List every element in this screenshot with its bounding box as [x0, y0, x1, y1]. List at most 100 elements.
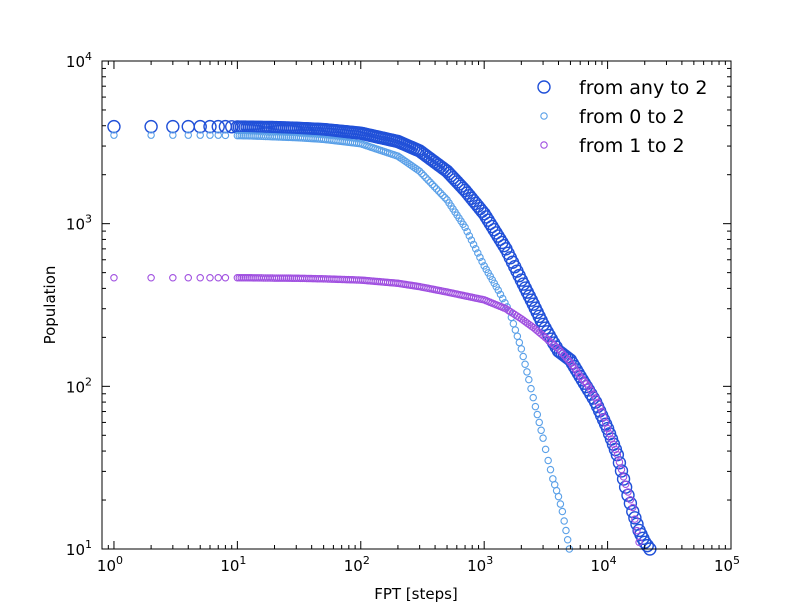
- data-point: [523, 368, 531, 376]
- data-point: [562, 354, 571, 362]
- data-point: [552, 343, 561, 351]
- data-point: [584, 382, 593, 391]
- data-point: [591, 394, 600, 402]
- data-point: [196, 274, 204, 282]
- data-point: [535, 418, 543, 427]
- data-point: [214, 131, 223, 139]
- data-point: [147, 274, 155, 282]
- data-point: [617, 465, 626, 474]
- data-point: [517, 345, 526, 353]
- data-point: [430, 182, 439, 191]
- legend: from any to 2 from 0 to 2 from 1 to 2: [537, 77, 707, 157]
- legend-label: from any to 2: [579, 77, 707, 99]
- x-tick-label: 100: [97, 554, 123, 575]
- data-point: [629, 503, 637, 512]
- data-point: [465, 232, 474, 240]
- data-point: [441, 193, 449, 202]
- data-point: [221, 131, 230, 140]
- data-point: [541, 333, 550, 342]
- data-point: [546, 465, 555, 474]
- data-point: [110, 131, 118, 139]
- x-tick-label: 102: [344, 554, 370, 575]
- data-point: [519, 352, 527, 361]
- legend-label: from 1 to 2: [579, 135, 685, 157]
- data-point: [432, 185, 441, 193]
- data-point: [426, 178, 434, 187]
- data-point: [463, 227, 471, 236]
- data-point: [596, 403, 604, 411]
- data-point: [196, 131, 204, 139]
- data-point: [211, 119, 225, 134]
- data-point: [624, 488, 632, 496]
- data-point: [496, 290, 505, 299]
- x-tick-label: 103: [467, 554, 493, 575]
- data-point: [107, 119, 121, 134]
- x-tick-label: 105: [714, 554, 740, 575]
- x-tick-label: 101: [220, 554, 246, 575]
- data-point: [582, 380, 591, 388]
- legend-marker: [537, 80, 551, 94]
- series-2: [110, 131, 574, 553]
- data-point: [494, 286, 502, 294]
- data-point: [550, 341, 558, 349]
- data-point: [193, 119, 207, 134]
- data-point: [633, 526, 641, 535]
- y-tick-label: 104: [66, 50, 92, 71]
- data-point: [554, 492, 563, 501]
- data-point: [543, 335, 552, 344]
- data-point: [593, 398, 602, 407]
- data-point: [214, 274, 223, 282]
- data-point: [562, 526, 570, 535]
- data-point: [560, 351, 569, 360]
- data-point: [589, 390, 597, 398]
- y-tick-label: 102: [66, 375, 92, 396]
- data-point: [521, 360, 529, 368]
- data-point: [556, 347, 565, 355]
- data-point: [640, 538, 654, 553]
- data-point: [467, 236, 476, 244]
- data-point: [621, 480, 630, 489]
- legend-marker: [540, 112, 548, 120]
- data-point: [461, 223, 469, 232]
- data-point: [469, 240, 478, 249]
- data-point: [558, 349, 567, 358]
- data-point: [578, 375, 587, 383]
- data-point: [610, 447, 625, 462]
- y-tick-label: 103: [66, 213, 92, 234]
- data-point: [576, 372, 584, 381]
- data-point: [206, 131, 214, 139]
- data-point: [471, 244, 480, 253]
- legend-label: from 0 to 2: [579, 106, 685, 128]
- data-point: [184, 131, 193, 139]
- x-tick-label: 104: [591, 554, 617, 575]
- data-point: [184, 274, 193, 282]
- x-axis-label: FPT [steps]: [374, 585, 458, 603]
- data-point: [474, 249, 482, 257]
- data-point: [498, 294, 507, 303]
- data-point: [206, 274, 214, 282]
- data-point: [539, 434, 547, 442]
- data-point: [531, 402, 540, 411]
- data-point: [567, 359, 582, 374]
- data-point: [476, 253, 484, 262]
- data-point: [434, 187, 443, 195]
- data-point: [527, 384, 535, 393]
- data-point: [626, 504, 640, 519]
- data-point: [529, 393, 537, 402]
- data-point: [428, 180, 437, 189]
- data-point: [420, 171, 428, 180]
- data-point: [169, 131, 177, 139]
- data-point: [616, 472, 631, 486]
- data-point: [497, 238, 511, 253]
- data-point: [439, 191, 447, 200]
- data-point: [525, 375, 533, 384]
- data-point: [169, 274, 177, 282]
- data-point: [587, 386, 595, 394]
- data-point: [144, 119, 158, 134]
- y-axis-label: Population: [41, 266, 59, 345]
- data-point: [541, 445, 550, 454]
- data-point: [558, 507, 567, 516]
- data-point: [537, 426, 545, 435]
